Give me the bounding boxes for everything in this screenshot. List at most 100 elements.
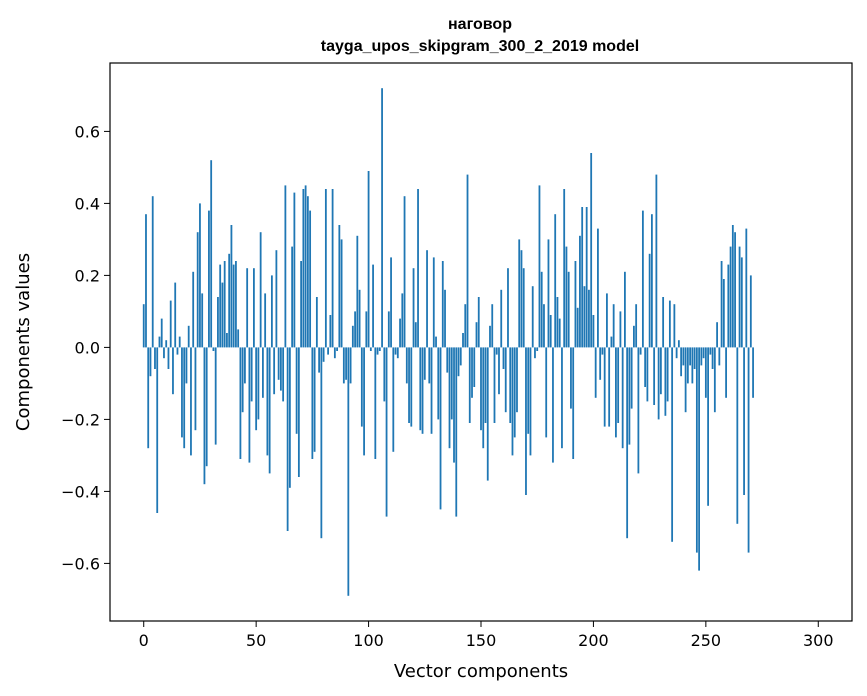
bar [477, 297, 480, 348]
bar [745, 228, 748, 348]
bar [248, 347, 251, 463]
bar [599, 347, 602, 380]
bar [421, 347, 424, 434]
bar [324, 189, 327, 348]
bar [597, 228, 599, 348]
bar [266, 347, 269, 456]
x-tick-label: 50 [246, 631, 266, 650]
y-tick-label: 0.6 [75, 122, 100, 141]
bar [529, 347, 532, 456]
bar [262, 347, 264, 398]
bar [565, 246, 568, 348]
bar [300, 261, 303, 348]
bar [356, 235, 359, 348]
bar [205, 347, 208, 467]
bar [725, 347, 727, 398]
bar [633, 325, 635, 348]
bar [538, 185, 541, 348]
bar [752, 347, 754, 398]
bar [603, 347, 606, 427]
x-tick-label: 250 [691, 631, 722, 650]
bar [358, 289, 361, 348]
x-tick-label: 150 [466, 631, 497, 650]
bar [480, 347, 482, 431]
bar [264, 293, 267, 348]
bar [531, 286, 534, 348]
bar [156, 347, 159, 513]
bar [475, 322, 478, 348]
bar [217, 297, 219, 348]
bar [716, 322, 718, 348]
bar [145, 214, 147, 348]
bar [482, 347, 485, 449]
bar [142, 304, 145, 348]
bar [444, 289, 446, 348]
bar [594, 347, 597, 398]
bar [702, 347, 705, 359]
bar [212, 347, 215, 351]
bar [612, 304, 615, 348]
bar [372, 264, 374, 348]
bar [322, 347, 325, 362]
bar [351, 325, 354, 348]
bar [342, 347, 345, 384]
bar [547, 239, 550, 348]
bar [385, 347, 388, 517]
bar [646, 347, 649, 402]
bar [446, 347, 449, 373]
bar [430, 347, 433, 434]
bar [178, 336, 181, 348]
bar [383, 347, 386, 402]
bar [689, 347, 692, 366]
bar [588, 289, 590, 348]
bar [558, 318, 561, 348]
bar [423, 347, 426, 380]
bar [226, 333, 228, 348]
bar [668, 300, 671, 348]
bar [235, 261, 237, 348]
bar [684, 347, 687, 413]
bar [691, 347, 694, 384]
bar [561, 347, 563, 449]
bar [749, 275, 752, 348]
y-tick-label: 0.2 [75, 266, 100, 285]
bar [471, 347, 473, 398]
bar [369, 347, 372, 351]
bar [311, 347, 314, 459]
bar [320, 347, 323, 539]
bar [338, 225, 341, 348]
bar [399, 318, 401, 348]
bar [709, 347, 712, 355]
bar [628, 347, 631, 445]
bar [552, 347, 554, 463]
bar [549, 315, 552, 348]
bar [282, 347, 285, 402]
bar [275, 250, 278, 348]
bar [210, 160, 213, 348]
bar [345, 347, 347, 380]
bar [190, 347, 192, 456]
bar [527, 347, 530, 434]
y-axis-ticks: −0.6 −0.4 −0.2 0.0 0.2 0.4 0.6 [61, 122, 110, 573]
bar [284, 185, 287, 348]
bar [590, 153, 593, 348]
bar [493, 347, 496, 423]
bar [151, 196, 154, 348]
bar [241, 347, 244, 413]
bar [711, 347, 714, 369]
bar [419, 347, 422, 431]
x-tick-label: 300 [803, 631, 834, 650]
bar [727, 264, 730, 348]
bar [639, 347, 642, 355]
bar [648, 253, 651, 348]
y-tick-label: 0.4 [75, 194, 100, 213]
x-tick-label: 100 [353, 631, 384, 650]
y-tick-label: −0.2 [61, 410, 100, 429]
bar [468, 347, 471, 423]
bar [408, 347, 410, 423]
bar [450, 347, 453, 420]
bar [230, 225, 233, 348]
bar [693, 347, 696, 369]
bar [165, 340, 168, 348]
bar [554, 214, 557, 348]
